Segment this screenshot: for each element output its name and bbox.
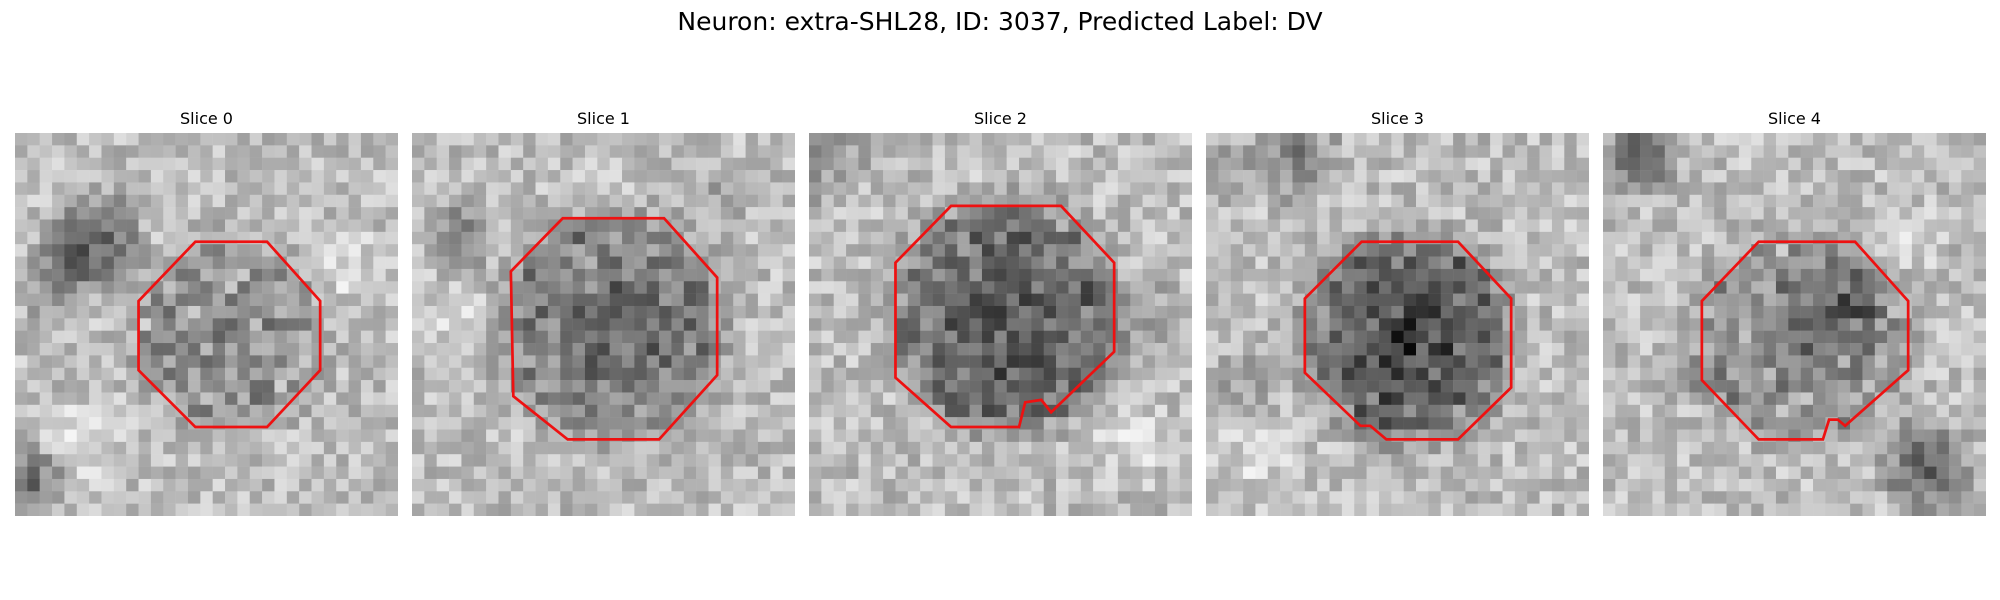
- roi-outline: [509, 216, 719, 441]
- slice-title-3: Slice 3: [1371, 109, 1424, 128]
- slice-title-1: Slice 1: [577, 109, 630, 128]
- tile-layer: [412, 133, 795, 516]
- slice-panel-3: Slice 3: [1206, 108, 1589, 518]
- slice-title-4: Slice 4: [1768, 109, 1821, 128]
- slice-panels: Slice 0 Slice 1 Slice 2 Slice 3 Slice 4: [15, 108, 1986, 518]
- slice-panel-4: Slice 4: [1603, 108, 1986, 518]
- slice-image-2: [809, 133, 1192, 516]
- slice-image-0: [15, 133, 398, 516]
- slice-image-4: [1603, 133, 1986, 516]
- figure-title: Neuron: extra-SHL28, ID: 3037, Predicted…: [677, 7, 1323, 36]
- slice-panel-0: Slice 0: [15, 108, 398, 518]
- slice-panel-2: Slice 2: [809, 108, 1192, 518]
- slice-title-0: Slice 0: [180, 109, 233, 128]
- tile-layer: [1603, 133, 1986, 516]
- roi-outline: [894, 204, 1116, 429]
- tile-layer: [15, 133, 398, 516]
- roi-outline: [1303, 240, 1513, 441]
- tile-layer: [1206, 133, 1589, 516]
- tile-layer: [809, 133, 1192, 516]
- slice-panel-1: Slice 1: [412, 108, 795, 518]
- slice-image-1: [412, 133, 795, 516]
- roi-outline: [1700, 240, 1910, 441]
- roi-outline: [137, 240, 322, 429]
- slice-image-3: [1206, 133, 1589, 516]
- slice-title-2: Slice 2: [974, 109, 1027, 128]
